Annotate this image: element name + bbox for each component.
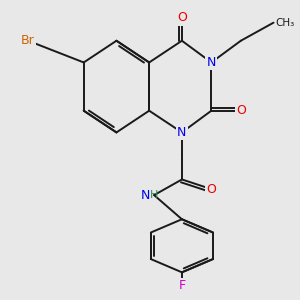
Text: O: O	[206, 183, 216, 196]
Text: F: F	[178, 279, 185, 292]
Text: N: N	[177, 126, 187, 139]
Text: CH₃: CH₃	[275, 18, 295, 28]
Text: N: N	[141, 189, 150, 202]
Text: Br: Br	[21, 34, 35, 47]
Text: O: O	[236, 104, 246, 117]
Text: N: N	[207, 56, 216, 69]
Text: H: H	[150, 190, 158, 200]
Text: O: O	[177, 11, 187, 24]
